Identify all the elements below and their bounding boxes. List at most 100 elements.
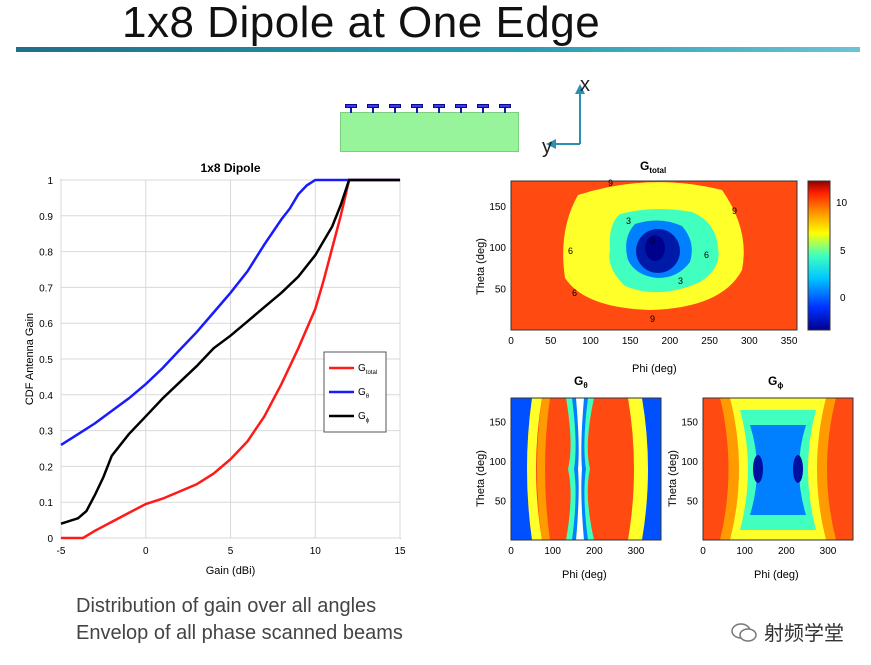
- y-tick-label: 50: [495, 285, 507, 296]
- x-axis-label: Gain (dBi): [206, 565, 256, 577]
- dipole-element: [411, 104, 423, 113]
- dipole-element: [499, 104, 511, 113]
- dipole-element: [455, 104, 467, 113]
- legend-entry: Gθ: [358, 387, 370, 400]
- watermark-text: 射频学堂: [764, 623, 844, 645]
- y-tick-label: 0.4: [39, 391, 53, 402]
- x-tick-label: 50: [545, 336, 557, 347]
- y-tick-labels: 50 100 150: [681, 418, 698, 508]
- title-divider: [16, 47, 860, 52]
- colorbar-tick: 0: [840, 293, 846, 304]
- y-tick-label: 100: [489, 457, 506, 468]
- x-tick-label: 200: [662, 336, 679, 347]
- y-tick-label: 150: [681, 418, 698, 429]
- x-tick-label: 5: [228, 546, 234, 557]
- y-tick-label: 50: [495, 497, 507, 508]
- gtotal-heatmap: 9 6 3 0 3 6 9 6 9 0 5 10 Gtotal 0 50 100 15…: [475, 159, 848, 375]
- x-tick-label: 200: [778, 546, 795, 557]
- dipole-element: [367, 104, 379, 113]
- bullet-text: Distribution of gain over all angles: [76, 595, 377, 617]
- heatmap-title: Gtotal: [640, 159, 666, 175]
- y-tick-label: 0.1: [39, 498, 53, 509]
- x-tick-label: 200: [586, 546, 603, 557]
- dipole-element: [389, 104, 401, 113]
- y-tick-label: 150: [489, 418, 506, 429]
- x-tick-label: 300: [820, 546, 837, 557]
- y-tick-label: 0: [47, 534, 53, 545]
- gtheta-null-band: [511, 398, 532, 540]
- gtheta-plot-frame: [510, 397, 662, 541]
- x-axis-label: Phi (deg): [562, 569, 607, 581]
- ground-plane: [340, 112, 519, 152]
- y-tick-label: 0.6: [39, 319, 53, 330]
- gphi-plot-frame: [702, 397, 854, 541]
- x-tick-label: 0: [700, 546, 706, 557]
- x-tick-labels: 0 100 200 300: [508, 546, 645, 557]
- gtheta-heatmap: Gθ 0 100 200 300 50 100 150 Phi (deg) Theta (…: [475, 374, 662, 581]
- x-axis-label: Phi (deg): [632, 363, 677, 375]
- gphi-heatmap: Gϕ 0 100 200 300 50 100 150 Phi (deg) Theta (…: [667, 374, 854, 581]
- gtheta-band: [537, 398, 550, 540]
- x-tick-label: 0: [508, 546, 514, 557]
- x-tick-labels: 0 50 100 150 200 250 300 350: [508, 336, 798, 347]
- y-tick-label: 100: [681, 457, 698, 468]
- x-axis-icon-label: x: [580, 74, 590, 96]
- x-tick-label: 10: [310, 546, 322, 557]
- y-tick-label: 0.9: [39, 212, 53, 223]
- y-axis-icon-label: y: [542, 136, 552, 158]
- y-tick-label: 100: [489, 243, 506, 254]
- x-tick-label: 100: [544, 546, 561, 557]
- legend-entry: Gtotal: [358, 363, 377, 376]
- wechat-icon: [731, 622, 757, 642]
- y-tick-label: 0.8: [39, 248, 53, 259]
- dipole-element: [477, 104, 489, 113]
- contour-label: 9: [608, 178, 613, 188]
- coordinate-axes-icon: [546, 84, 585, 149]
- x-tick-label: 0: [508, 336, 514, 347]
- contour-label: 0: [650, 236, 655, 246]
- x-tick-label: 100: [736, 546, 753, 557]
- chart-title: 1x8 Dipole: [200, 161, 260, 175]
- y-tick-label: 150: [489, 202, 506, 213]
- x-tick-labels: 0 100 200 300: [700, 546, 837, 557]
- contour-label: 3: [626, 216, 631, 226]
- series-line: [61, 178, 400, 540]
- dipole-element: [345, 104, 357, 113]
- y-tick-label: 50: [687, 497, 699, 508]
- contour-label: 9: [732, 206, 737, 216]
- x-tick-label: 150: [622, 336, 639, 347]
- y-tick-label: 0.7: [39, 283, 53, 294]
- contour-label: 6: [572, 288, 577, 298]
- series-line: [60, 178, 400, 446]
- y-axis-label: Theta (deg): [667, 450, 679, 507]
- contour-label: 6: [568, 246, 573, 256]
- gtotal-plot-frame: [510, 180, 798, 331]
- gtheta-band: [527, 398, 542, 540]
- watermark: 射频学堂: [730, 617, 844, 646]
- slide-title: 1x8 Dipole at One Edge: [122, 0, 601, 47]
- y-tick-labels: 50 100 150: [489, 418, 506, 508]
- colorbar-tick: 5: [840, 246, 846, 257]
- y-axis-label: Theta (deg): [475, 450, 487, 507]
- x-tick-label: 100: [582, 336, 599, 347]
- x-tick-label: 300: [741, 336, 758, 347]
- dipole-element: [433, 104, 445, 113]
- x-tick-label: 0: [143, 546, 149, 557]
- y-tick-label: 0.5: [39, 355, 53, 366]
- contour-label: 6: [704, 250, 709, 260]
- legend-entry: Gϕ: [358, 411, 370, 424]
- y-tick-label: 0.2: [39, 462, 53, 473]
- x-tick-label: 350: [781, 336, 798, 347]
- gtheta-null-band: [576, 398, 584, 540]
- gphi-null: [793, 455, 803, 483]
- y-axis-label: CDF Antenna Gain: [24, 313, 36, 405]
- bullet-text: Envelop of all phase scanned beams: [76, 622, 403, 644]
- y-tick-labels: 50 100 150: [489, 202, 506, 296]
- x-axis-label: Phi (deg): [754, 569, 799, 581]
- series-line: [60, 178, 400, 525]
- colorbar: [807, 180, 831, 331]
- colorbar-tick: 10: [836, 198, 848, 209]
- x-tick-label: -5: [57, 546, 66, 557]
- gtotal-region-null: [645, 235, 665, 261]
- x-tick-label: 300: [628, 546, 645, 557]
